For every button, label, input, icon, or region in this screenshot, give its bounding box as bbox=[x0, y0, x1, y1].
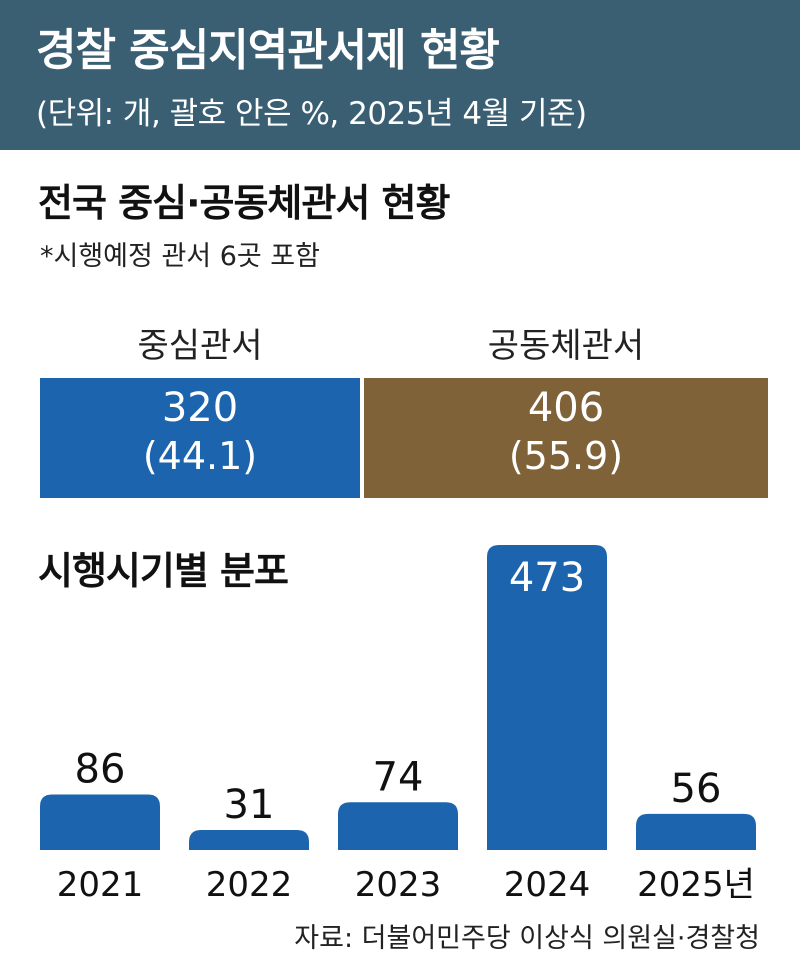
bar-value-2023: 74 bbox=[373, 754, 424, 800]
bar-value-2025년: 56 bbox=[671, 766, 722, 812]
community-station-bar: 406 (55.9) bbox=[364, 378, 768, 498]
bar-value-2024: 473 bbox=[509, 555, 585, 601]
page-subtitle: (단위: 개, 괄호 안은 %, 2025년 4월 기준) bbox=[36, 96, 587, 132]
central-station-percent: (44.1) bbox=[142, 434, 258, 478]
x-tick-2022: 2022 bbox=[206, 865, 293, 905]
national-section-note: *시행예정 관서 6곳 포함 bbox=[40, 241, 320, 272]
central-station-value: 320 bbox=[161, 385, 239, 431]
national-section-title: 전국 중심·공동체관서 현황 bbox=[38, 181, 450, 225]
central-station-bar: 320 (44.1) bbox=[40, 378, 360, 498]
bar-2021 bbox=[40, 794, 160, 850]
x-tick-2023: 2023 bbox=[355, 865, 442, 905]
bar-2023 bbox=[338, 802, 458, 850]
page-title: 경찰 중심지역관서제 현황 bbox=[36, 25, 500, 76]
year-section-title: 시행시기별 분포 bbox=[38, 549, 289, 593]
bar-2025년 bbox=[636, 813, 756, 850]
x-tick-2021: 2021 bbox=[57, 865, 144, 905]
bar-2022 bbox=[189, 830, 309, 850]
source-note: 자료: 더불어민주당 이상식 의원실·경찰청 bbox=[294, 923, 760, 954]
x-tick-2025년: 2025년 bbox=[637, 865, 755, 905]
year-distribution-chart: 86 2021 31 2022 74 2023 473 2024 56 2025년 bbox=[40, 545, 756, 905]
bar-value-2022: 31 bbox=[224, 782, 275, 828]
header-banner: 경찰 중심지역관서제 현황 (단위: 개, 괄호 안은 %, 2025년 4월 … bbox=[0, 0, 800, 150]
community-station-value: 406 bbox=[527, 385, 605, 431]
bar-value-2021: 86 bbox=[75, 747, 126, 793]
community-station-label: 공동체관서 bbox=[487, 326, 645, 366]
bar-2024 bbox=[487, 545, 607, 850]
central-station-label: 중심관서 bbox=[137, 326, 263, 366]
x-tick-2024: 2024 bbox=[504, 865, 591, 905]
community-station-percent: (55.9) bbox=[508, 434, 624, 478]
